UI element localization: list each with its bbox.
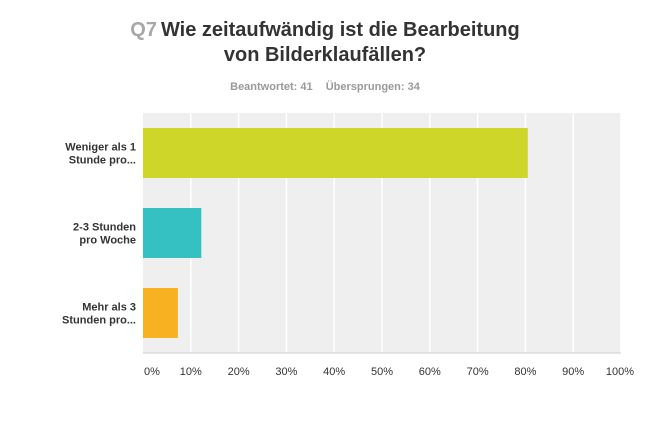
- bar: [143, 208, 202, 258]
- question-number: Q7: [130, 19, 157, 41]
- category-label: Mehr als 3: [82, 302, 136, 314]
- x-tick-label: 0%: [144, 366, 160, 378]
- category-label: Stunden pro...: [62, 315, 136, 327]
- x-tick-label: 100%: [606, 366, 634, 378]
- bar: [143, 288, 178, 338]
- bar: [143, 128, 528, 178]
- category-label: Stunde pro...: [69, 155, 136, 167]
- skipped-count: Übersprungen: 34: [325, 81, 420, 93]
- x-tick-label: 30%: [275, 366, 297, 378]
- x-tick-label: 70%: [467, 366, 489, 378]
- x-tick-label: 10%: [180, 366, 202, 378]
- x-tick-label: 80%: [514, 366, 536, 378]
- question-title-line2: von Bilderklaufällen?: [223, 44, 427, 66]
- response-stats: Beantwortet: 41 Übersprungen: 34: [0, 81, 650, 93]
- x-tick-label: 90%: [562, 366, 584, 378]
- question-title: Q7 Wie zeitaufwändig ist die Bearbeitung …: [0, 18, 650, 68]
- x-tick-label: 50%: [371, 366, 393, 378]
- category-label: 2-3 Stunden: [73, 222, 136, 234]
- answered-count: Beantwortet: 41: [230, 81, 313, 93]
- category-label: Weniger als 1: [65, 142, 136, 154]
- category-label: pro Woche: [79, 235, 136, 247]
- question-title-line1: Wie zeitaufwändig ist die Bearbeitung: [160, 19, 520, 41]
- x-tick-label: 20%: [228, 366, 250, 378]
- x-tick-label: 60%: [419, 366, 441, 378]
- x-tick-label: 40%: [323, 366, 345, 378]
